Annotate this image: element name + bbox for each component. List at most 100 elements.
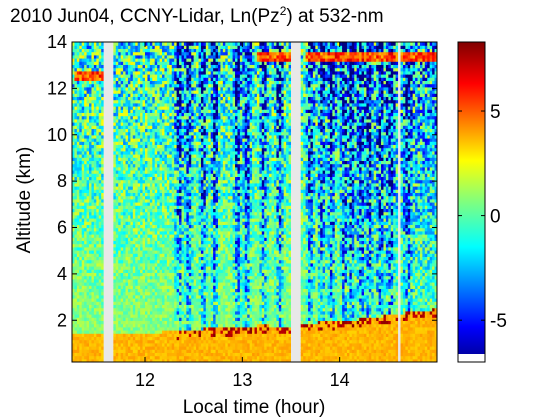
heatmap-cell [137,275,141,280]
heatmap-cell [113,282,117,286]
heatmap-cell [198,275,202,280]
heatmap-cell [147,336,151,341]
heatmap-cell [84,339,88,344]
heatmap-cell [162,102,166,107]
heatmap-cell [152,42,156,46]
heatmap-cell [96,96,100,101]
heatmap-cell [198,176,202,181]
heatmap-cell [135,285,139,289]
heatmap-cell [118,253,122,257]
heatmap-cell [145,234,149,238]
heatmap-cell [154,234,158,238]
heatmap-cell [130,301,134,305]
heatmap-cell [142,285,146,289]
heatmap-cell [118,285,122,289]
heatmap-cell [89,224,93,229]
heatmap-cell [130,134,134,139]
heatmap-cell [96,198,100,203]
heatmap-cell [188,358,192,362]
heatmap-cell [76,214,80,219]
heatmap-cell [198,349,202,353]
heatmap-cell [120,227,124,232]
heatmap-cell [137,86,141,91]
heatmap-cell [79,301,83,305]
heatmap-cell [96,294,100,299]
heatmap-cell [171,202,175,206]
heatmap-cell [86,320,90,325]
heatmap-cell [115,314,119,318]
heatmap-cell [89,163,93,168]
heatmap-cell [142,355,146,360]
heatmap-cell [188,179,192,184]
heatmap-cell [140,90,144,94]
heatmap-cell [81,342,85,347]
heatmap-cell [72,122,76,126]
heatmap-cell [101,131,105,136]
heatmap-cell [120,301,124,305]
heatmap-cell [98,192,102,197]
heatmap-cell [113,214,117,219]
heatmap-cell [98,320,102,325]
heatmap-cell [93,64,97,69]
heatmap-cell [164,275,168,280]
heatmap-cell [132,298,136,302]
heatmap-cell [198,214,202,219]
heatmap-cell [157,336,161,341]
heatmap-cell [123,42,127,46]
heatmap-cell [186,246,190,251]
heatmap-cell [86,74,90,78]
heatmap-cell [171,157,175,161]
heatmap-cell [166,176,170,181]
heatmap-cell [115,80,119,85]
heatmap-cell [101,205,105,209]
heatmap-cell [84,310,88,315]
heatmap-cell [147,278,151,283]
heatmap-cell [176,237,180,241]
heatmap-cell [86,150,90,155]
heatmap-cell [198,83,202,88]
heatmap-cell [166,307,170,312]
heatmap-cell [76,246,80,251]
heatmap-cell [149,237,153,241]
heatmap-cell [120,51,124,56]
heatmap-cell [157,102,161,107]
heatmap-cell [127,51,131,56]
heatmap-cell [74,285,78,289]
heatmap-cell [171,256,175,261]
heatmap-cell [140,166,144,171]
heatmap-cell [140,54,144,59]
heatmap-cell [181,112,185,117]
heatmap-cell [147,118,151,123]
heatmap-cell [142,250,146,254]
heatmap-cell [183,54,187,59]
heatmap-cell [79,90,83,94]
heatmap-cell [159,234,163,238]
heatmap-cell [193,182,197,187]
heatmap-cell [115,77,119,81]
heatmap-cell [200,74,204,78]
heatmap-cell [74,336,78,341]
heatmap-cell [171,102,175,107]
heatmap-cell [188,144,192,149]
heatmap-cell [188,109,192,113]
heatmap-cell [166,314,170,318]
heatmap-cell [79,269,83,273]
heatmap-cell [125,45,129,49]
heatmap-cell [91,144,95,149]
heatmap-cell [86,147,90,152]
heatmap-cell [188,294,192,299]
heatmap-cell [145,224,149,229]
heatmap-cell [132,243,136,248]
heatmap-cell [74,266,78,270]
heatmap-cell [120,243,124,248]
heatmap-cell [113,179,117,184]
heatmap-cell [157,307,161,312]
heatmap-cell [166,70,170,75]
heatmap-cell [115,173,119,177]
heatmap-cell [140,355,144,360]
heatmap-cell [166,51,170,56]
heatmap-cell [79,211,83,216]
heatmap-cell [132,262,136,267]
heatmap-cell [166,285,170,289]
heatmap-cell [169,166,173,171]
